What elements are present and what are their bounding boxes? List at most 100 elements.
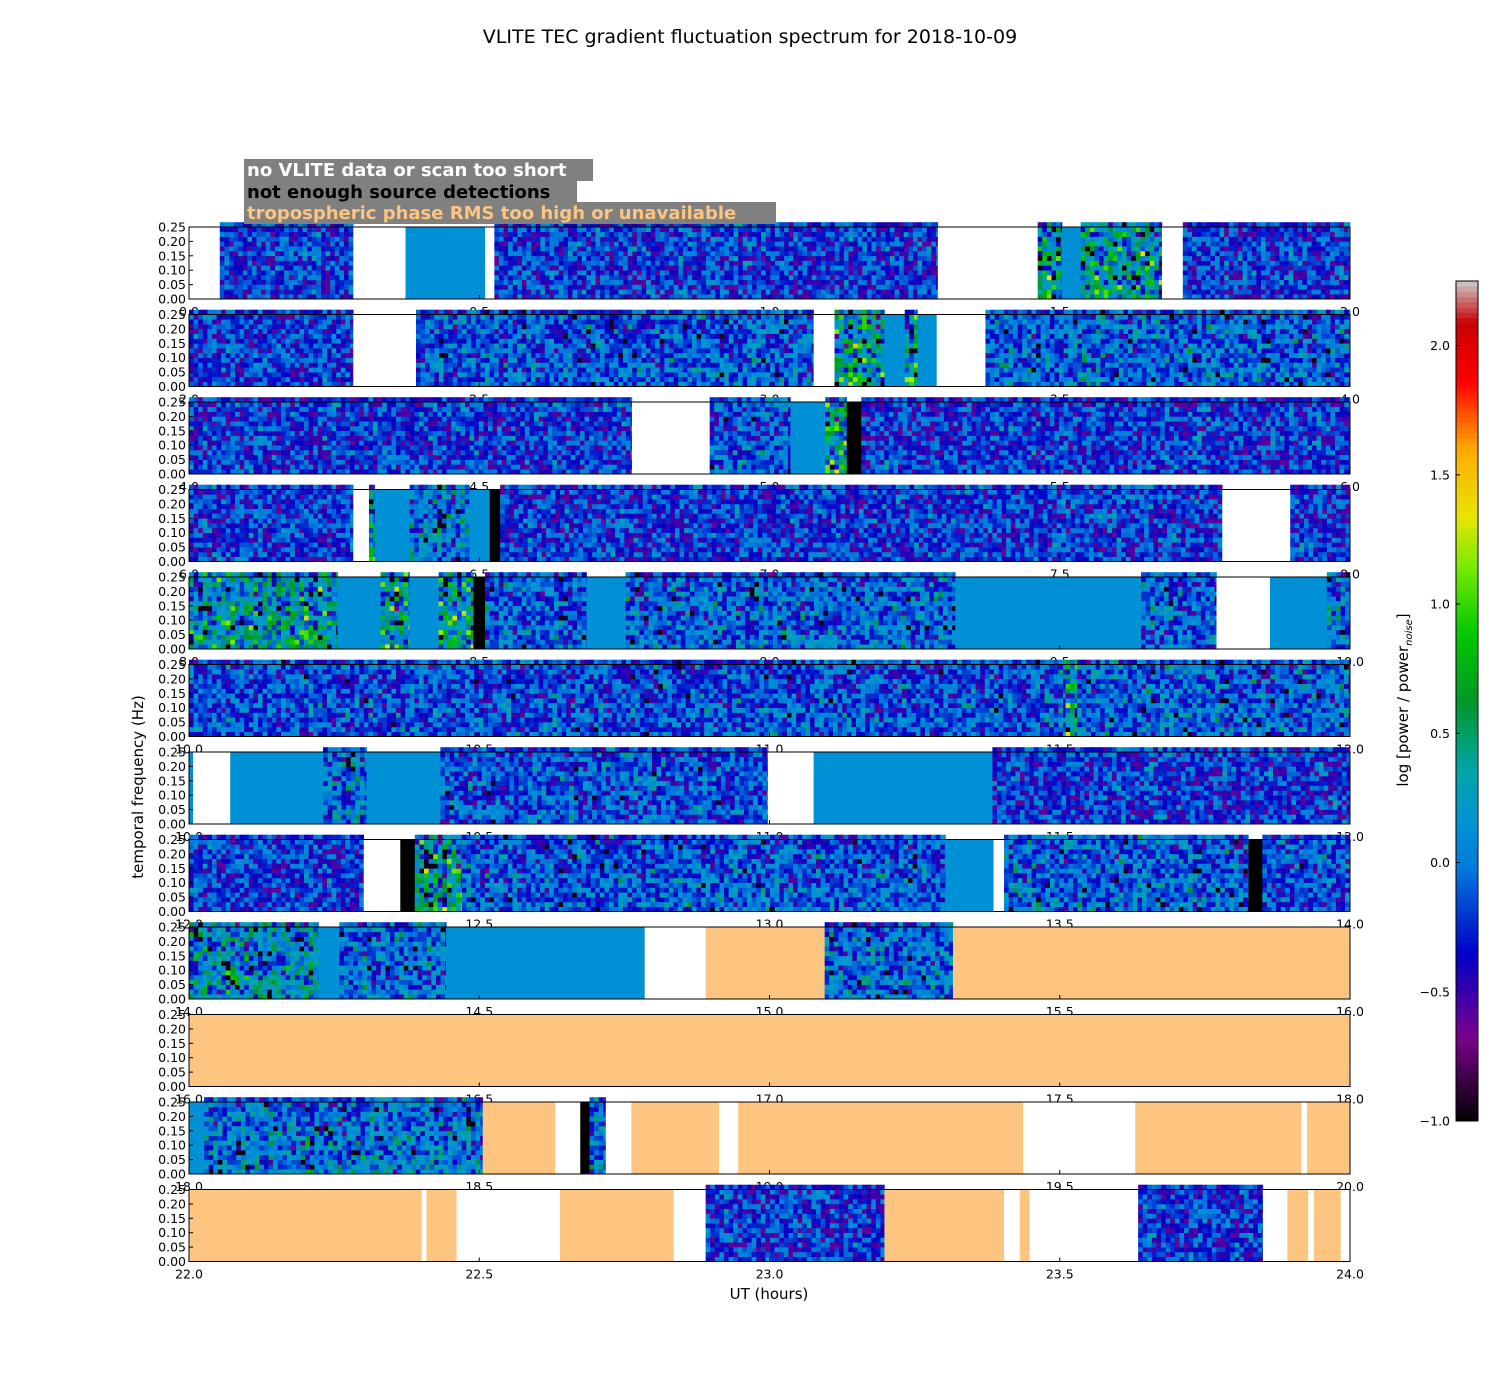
heat-cell <box>336 343 341 348</box>
heat-cell <box>1159 280 1162 285</box>
heat-cell <box>614 261 619 266</box>
heat-cell <box>642 251 647 256</box>
heat-cell <box>531 261 536 266</box>
heat-cell <box>835 241 840 246</box>
heat-cell <box>295 367 300 372</box>
heat-cell <box>439 324 444 329</box>
heat-cell <box>936 227 938 232</box>
heat-cell <box>207 315 212 320</box>
heat-cell <box>499 232 504 237</box>
heat-cell <box>350 372 354 377</box>
heat-cell <box>688 227 693 232</box>
heat-cell <box>332 339 337 344</box>
heat-cell <box>312 246 317 251</box>
heat-cell <box>1312 285 1317 290</box>
heat-cell <box>605 270 610 275</box>
heat-cell <box>803 246 808 251</box>
heat-cell <box>430 372 435 377</box>
heat-cell <box>775 275 780 280</box>
heat-cell <box>655 280 660 285</box>
heat-cell <box>885 246 890 251</box>
heat-cell <box>258 372 263 377</box>
heat-cell <box>313 315 318 320</box>
heat-cell <box>1298 289 1303 294</box>
heat-cell <box>1229 232 1234 237</box>
heat-cell <box>789 237 794 242</box>
heat-cell <box>789 265 794 270</box>
heat-cell <box>724 256 729 261</box>
none-segment <box>1162 227 1183 299</box>
heat-cell <box>747 237 752 242</box>
heat-cell <box>642 241 647 246</box>
heat-cell <box>221 343 226 348</box>
heat-cell <box>628 285 633 290</box>
heat-cell <box>596 270 601 275</box>
heat-cell <box>1047 232 1052 237</box>
heat-cell <box>918 265 923 270</box>
heat-cell <box>839 275 844 280</box>
heat-cell <box>858 265 863 270</box>
heat-cell <box>531 251 536 256</box>
heat-cell <box>559 227 564 232</box>
heat-cell <box>508 246 513 251</box>
heat-cell <box>284 270 289 275</box>
heat-cell <box>258 343 263 348</box>
heat-cell <box>527 270 532 275</box>
heat-cell <box>1325 261 1330 266</box>
heat-cell <box>527 246 532 251</box>
heat-cell <box>1316 232 1321 237</box>
heat-cell <box>1321 285 1326 290</box>
heat-cell <box>1321 232 1326 237</box>
heat-cell <box>1261 237 1266 242</box>
heat-cell <box>646 241 651 246</box>
heat-cell <box>563 270 568 275</box>
heat-cell <box>1270 285 1275 290</box>
heat-cell <box>508 237 513 242</box>
heat-cell <box>281 329 286 334</box>
heat-cell <box>637 241 642 246</box>
heat-cell <box>430 324 435 329</box>
heat-cell <box>600 256 605 261</box>
heat-cell <box>295 363 300 368</box>
heat-cell <box>715 270 720 275</box>
heat-cell <box>1289 251 1294 256</box>
heat-cell <box>899 251 904 256</box>
heat-cell <box>872 280 877 285</box>
heat-cell <box>1270 270 1275 275</box>
heat-cell <box>1187 256 1192 261</box>
heat-cell <box>425 353 430 358</box>
heat-cell <box>298 227 303 232</box>
heat-cell <box>793 232 798 237</box>
heat-cell <box>1192 251 1197 256</box>
heat-cell <box>309 319 314 324</box>
heat-cell <box>738 285 743 290</box>
heat-cell <box>577 261 582 266</box>
heat-cell <box>303 232 308 237</box>
heat-cell <box>876 241 881 246</box>
heat-cell <box>904 256 909 261</box>
heat-cell <box>448 358 453 363</box>
heat-cell <box>513 227 518 232</box>
heat-cell <box>275 246 280 251</box>
heat-cell <box>349 241 354 246</box>
heat-cell <box>1279 280 1284 285</box>
heat-cell <box>867 285 872 290</box>
heat-cell <box>545 289 550 294</box>
heat-cell <box>1279 275 1284 280</box>
heat-cell <box>1122 237 1127 242</box>
heat-cell <box>341 367 346 372</box>
heat-cell <box>697 265 702 270</box>
heat-cell <box>339 270 344 275</box>
heat-cell <box>706 237 711 242</box>
heat-cell <box>439 377 444 382</box>
heat-cell <box>807 289 812 294</box>
heat-cell <box>761 256 766 261</box>
heat-cell <box>936 280 938 285</box>
heat-cell <box>1289 270 1294 275</box>
heat-cell <box>212 334 217 339</box>
heat-cell <box>1104 285 1109 290</box>
heat-cell <box>881 261 886 266</box>
heat-cell <box>499 241 504 246</box>
heat-cell <box>1183 270 1188 275</box>
heat-cell <box>276 363 281 368</box>
